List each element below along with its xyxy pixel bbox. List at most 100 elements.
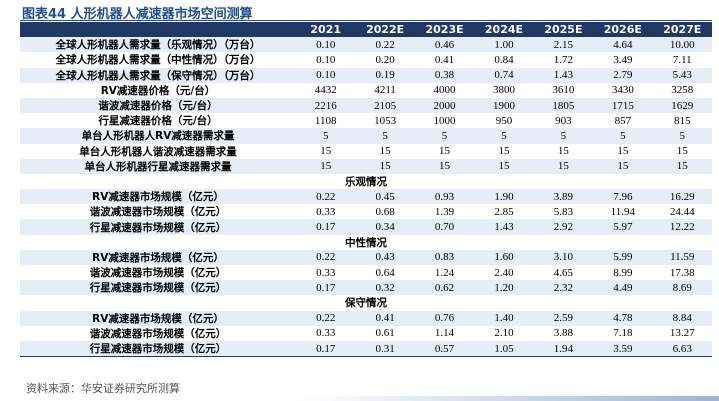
data-row: 行星减速器市场规模（亿元） 0.17 0.32 0.62 1.20 2.32 4.49 8.6… <box>20 280 712 296</box>
header-row: 2021 2022E 2023E 2024E 2025E 2026E 2027E <box>20 22 712 38</box>
cell: 15 <box>355 158 415 174</box>
row-label: RV减速器市场规模（亿元） <box>20 249 296 265</box>
cell: 1.94 <box>533 340 594 358</box>
cell: 5 <box>355 128 415 144</box>
cell: 1.14 <box>434 327 455 340</box>
cell: 0.10 <box>296 37 356 53</box>
data-row: 行星减速器价格（元/台） 1108 1053 1000 950 903 857 815 <box>20 113 712 128</box>
cell: 15 <box>320 145 332 158</box>
section-row: 乐观情况 <box>20 174 712 189</box>
cell: 3.10 <box>533 249 594 265</box>
cell: 1715 <box>593 97 653 114</box>
row-label: 全球人形机器人需求量（中性情况）（万台） <box>55 54 261 67</box>
cell: 1108 <box>314 114 337 127</box>
data-row: RV减速器市场规模（亿元） 0.22 0.41 0.76 1.40 2.59 4.78 8.8… <box>20 310 712 326</box>
cell: 3.89 <box>533 189 594 205</box>
cell: 15 <box>557 145 569 158</box>
row-label: 单台人形机器行星减速器需求量 <box>20 158 296 174</box>
cell: 0.33 <box>316 327 336 340</box>
cell: 0.22 <box>296 189 356 205</box>
cell: 2.32 <box>533 280 594 296</box>
row-label: 谐波减速器价格（元/台） <box>20 97 296 114</box>
cell: 2.85 <box>494 205 514 218</box>
row-label: 行星减速器市场规模（亿元） <box>20 340 296 358</box>
cell: 15 <box>439 145 451 158</box>
cell: 2.79 <box>593 67 653 83</box>
cell: 15 <box>296 158 356 174</box>
cell: 7.11 <box>672 53 692 66</box>
cell: 1053 <box>374 114 397 127</box>
cell: 1.20 <box>474 280 534 296</box>
cell: 1.90 <box>474 189 534 205</box>
cell: 0.22 <box>355 37 415 53</box>
cell: 0.22 <box>296 249 356 265</box>
row-label: 谐波减速器市场规模（亿元） <box>89 267 227 280</box>
cell: 950 <box>495 114 513 127</box>
cell: 3.59 <box>593 340 653 358</box>
cell: 0.33 <box>316 266 336 279</box>
cell: 6.63 <box>652 340 712 358</box>
cell: 12.22 <box>652 219 712 235</box>
cell: 5 <box>652 128 712 144</box>
cell: 0.84 <box>494 53 514 66</box>
decor-bar <box>300 396 719 401</box>
cell: 5 <box>593 128 653 144</box>
cell: 15 <box>414 158 475 174</box>
section-row: 保守情况 <box>20 295 712 310</box>
data-row: 全球人形机器人需求量（保守情况）（万台） 0.10 0.19 0.38 0.74 1.43… <box>20 67 712 83</box>
cell: 0.43 <box>355 249 415 265</box>
cell: 0.33 <box>316 205 336 218</box>
cell: 0.22 <box>296 310 356 326</box>
column-header: 2027E <box>652 22 712 38</box>
cell: 5.97 <box>593 219 653 235</box>
cell: 0.70 <box>414 219 475 235</box>
cell: 11.94 <box>610 205 635 218</box>
cell: 0.31 <box>355 340 415 358</box>
cell: 4.78 <box>593 310 653 326</box>
row-label: RV减速器市场规模（亿元） <box>20 189 296 205</box>
cell: 7.18 <box>613 327 633 340</box>
cell: 5 <box>414 128 475 144</box>
cell: 7.96 <box>593 189 653 205</box>
row-label: 行星减速器市场规模（亿元） <box>20 280 296 296</box>
cell: 8.99 <box>613 266 633 279</box>
cell: 0.61 <box>375 327 395 340</box>
data-row: 谐波减速器市场规模（亿元） 0.33 0.68 1.39 2.85 5.83 11.94 24… <box>20 204 712 219</box>
cell: 16.29 <box>652 189 712 205</box>
section-label: 保守情况 <box>345 297 387 310</box>
data-row: 全球人形机器人需求量（中性情况）（万台） 0.10 0.20 0.41 0.84 1.72… <box>20 52 712 67</box>
data-row: 单台人形机器人谐波减速器需求量 15 15 15 15 15 15 15 <box>20 144 712 159</box>
cell: 15 <box>379 145 391 158</box>
cell: 1.00 <box>474 37 534 53</box>
cell: 1000 <box>433 114 456 127</box>
cell: 3258 <box>671 84 694 97</box>
cell: 15 <box>533 158 594 174</box>
cell: 3.88 <box>553 327 574 340</box>
cell: 11.59 <box>652 249 712 265</box>
cell: 1.40 <box>474 310 534 326</box>
row-label: 行星减速器价格（元/台） <box>98 115 218 128</box>
cell: 0.68 <box>375 205 395 218</box>
cell: 1805 <box>533 97 594 114</box>
column-header: 2026E <box>593 22 653 38</box>
cell: 4432 <box>314 84 337 97</box>
data-row: 全球人形机器人需求量（乐观情况）（万台） 0.10 0.22 0.46 1.00 2.15… <box>20 37 712 53</box>
cell: 1.39 <box>434 205 455 218</box>
cell: 2105 <box>355 97 415 114</box>
cell: 2.59 <box>533 310 594 326</box>
cell: 5.83 <box>553 205 574 218</box>
cell: 1629 <box>652 97 712 114</box>
column-header: 2022E <box>355 22 415 38</box>
cell: 4.65 <box>553 266 574 279</box>
cell: 0.64 <box>375 266 395 279</box>
cell: 8.84 <box>652 310 712 326</box>
data-row: 谐波减速器市场规模（亿元） 0.33 0.61 1.14 2.10 3.88 7.18 13.… <box>20 326 712 341</box>
cell: 2216 <box>296 97 356 114</box>
cell: 15 <box>498 145 510 158</box>
cell: 0.10 <box>316 53 336 66</box>
cell: 3430 <box>611 84 634 97</box>
column-header: 2023E <box>414 22 475 38</box>
cell: 1.24 <box>434 266 455 279</box>
section-row: 中性情况 <box>20 235 712 250</box>
cell: 3610 <box>552 84 575 97</box>
